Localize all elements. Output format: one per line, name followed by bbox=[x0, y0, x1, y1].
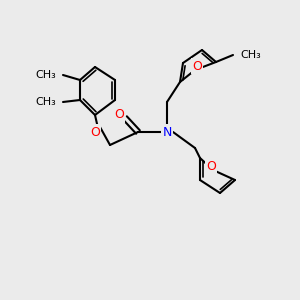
Text: O: O bbox=[90, 125, 100, 139]
Text: O: O bbox=[206, 160, 216, 173]
Text: CH₃: CH₃ bbox=[35, 70, 56, 80]
Text: CH₃: CH₃ bbox=[240, 50, 261, 60]
Text: O: O bbox=[114, 109, 124, 122]
Text: N: N bbox=[162, 125, 172, 139]
Text: O: O bbox=[192, 59, 202, 73]
Text: CH₃: CH₃ bbox=[35, 97, 56, 107]
